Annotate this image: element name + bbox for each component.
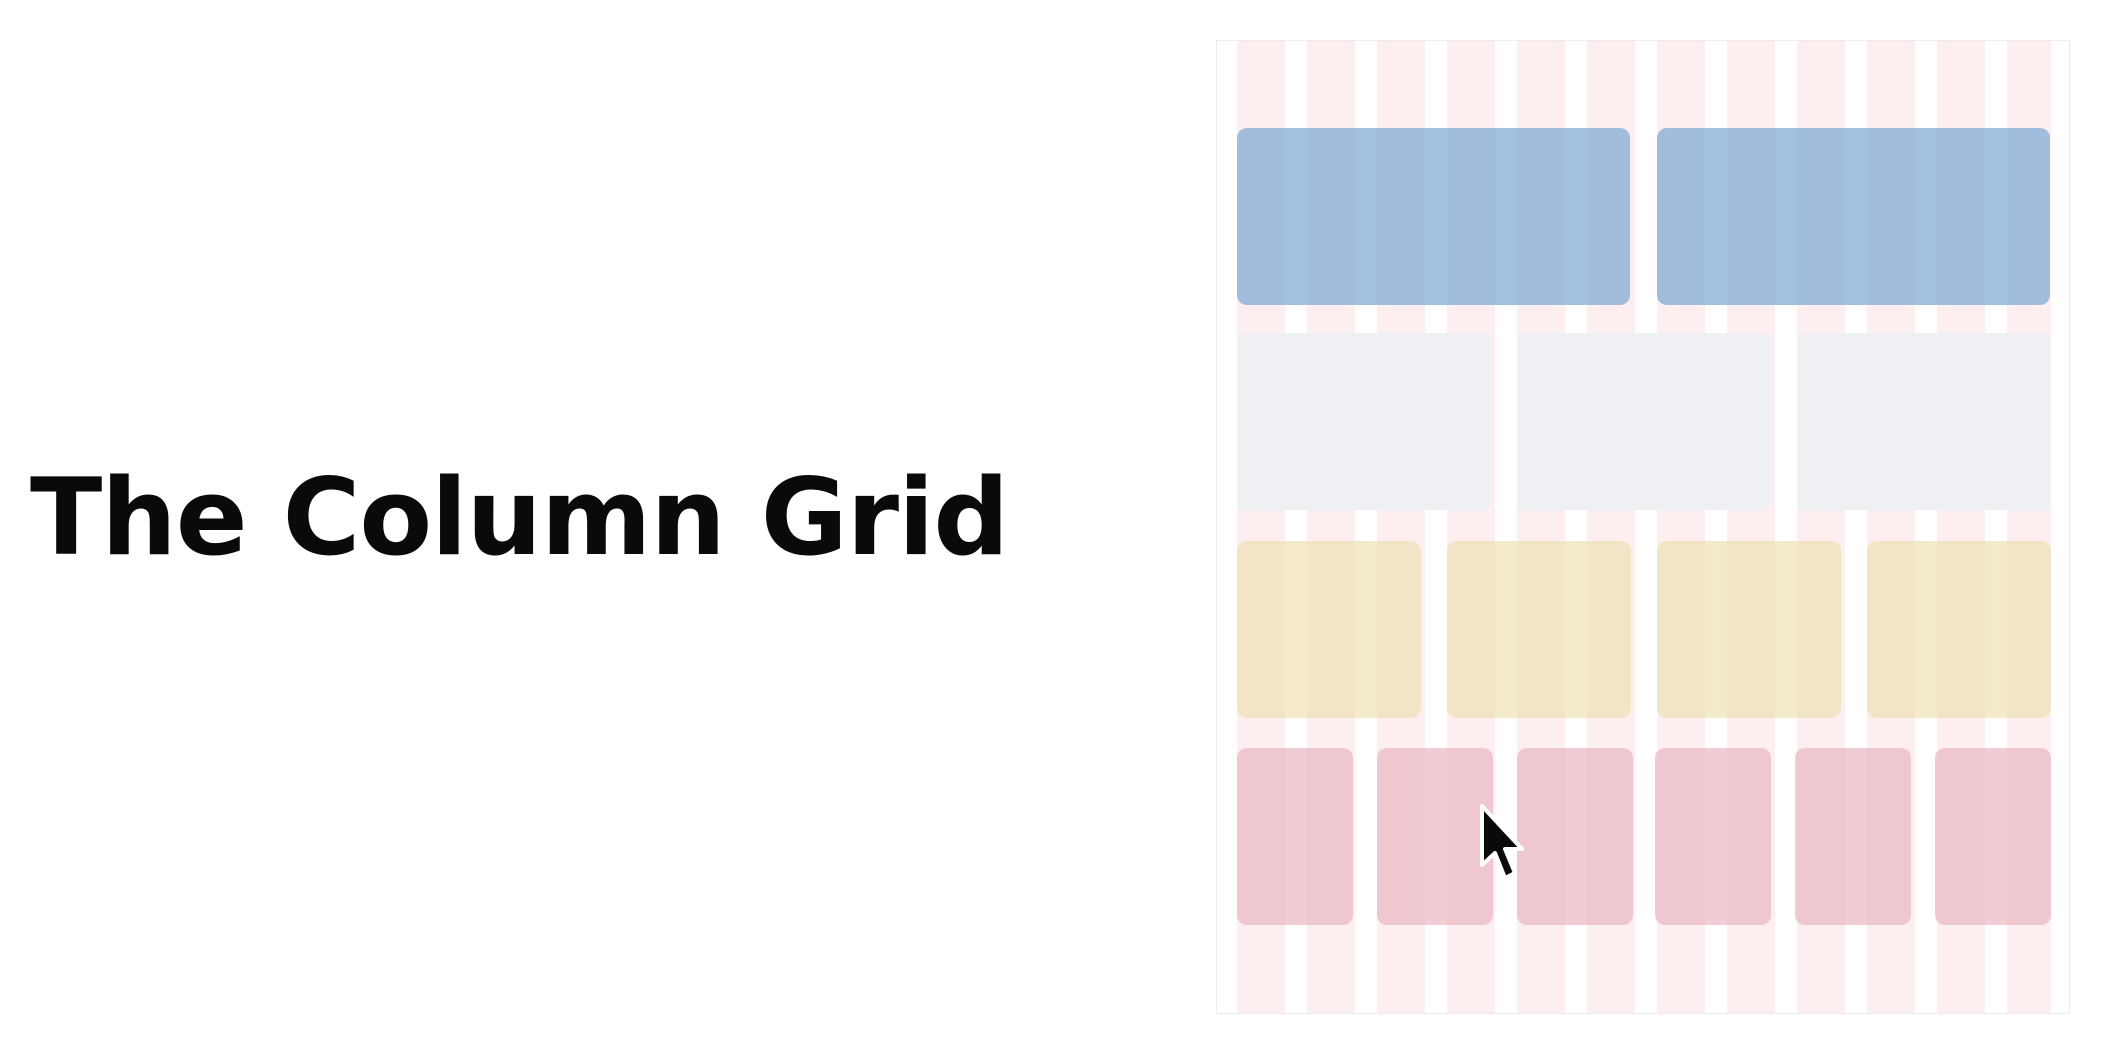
grid-block-six-col <box>1655 748 1771 925</box>
grid-block-three-col <box>1237 333 1491 510</box>
grid-block-six-col <box>1377 748 1493 925</box>
grid-block-three-col <box>1797 333 2051 510</box>
grid-block-four-col <box>1867 541 2051 718</box>
mouse-pointer-icon <box>1480 804 1524 880</box>
column-grid-frame <box>1216 40 2070 1014</box>
grid-block-six-col <box>1935 748 2051 925</box>
grid-block-six-col <box>1517 748 1633 925</box>
grid-block-four-col <box>1237 541 1421 718</box>
grid-block-two-col <box>1237 128 1630 305</box>
grid-block-six-col <box>1795 748 1911 925</box>
grid-block-four-col <box>1447 541 1631 718</box>
grid-block-two-col <box>1657 128 2050 305</box>
grid-block-three-col <box>1517 333 1771 510</box>
page-title: The Column Grid <box>30 456 1009 579</box>
grid-block-four-col <box>1657 541 1841 718</box>
grid-block-six-col <box>1237 748 1353 925</box>
